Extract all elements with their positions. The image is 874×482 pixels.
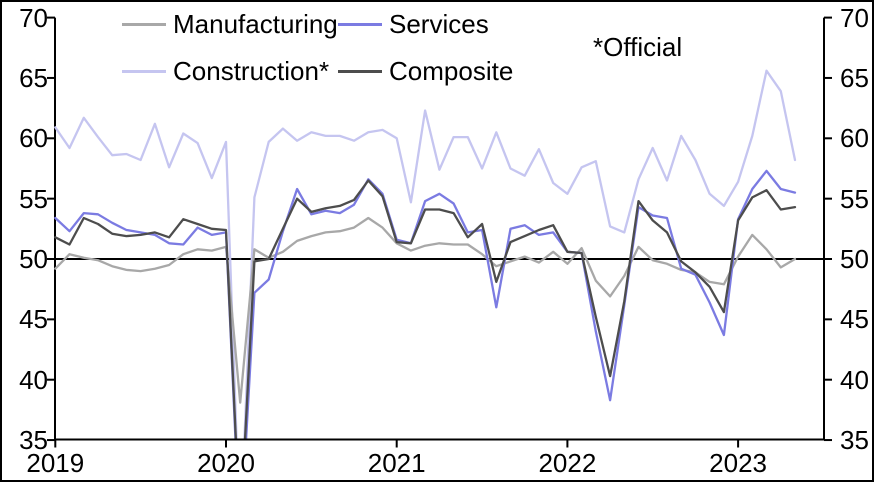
x-axis-tick-label: 2020 [197, 448, 255, 478]
y-axis-tick-label-left: 65 [19, 62, 48, 93]
legend-label-manufacturing: Manufacturing [173, 8, 338, 39]
y-axis-tick-label-left: 35 [19, 425, 48, 456]
composite-line-swatch [338, 69, 382, 73]
y-axis-tick-label-left: 40 [19, 364, 48, 395]
y-axis-tick-label-right: 65 [840, 62, 869, 93]
construction-line-swatch [122, 69, 166, 73]
legend-item-construction: Construction* [122, 54, 329, 88]
x-axis-tick-label: 2023 [709, 448, 768, 478]
official-footnote: *Official [593, 32, 683, 62]
composite-line [54, 179, 797, 439]
y-axis-tick-label-left: 45 [19, 304, 48, 335]
manufacturing-line [54, 216, 797, 404]
y-axis-tick-label-right: 55 [840, 183, 869, 214]
legend-item-manufacturing: Manufacturing [122, 7, 338, 41]
y-axis-tick-label-right: 60 [840, 123, 869, 154]
x-axis-tick-label: 2022 [538, 448, 597, 478]
y-axis-tick-label-right: 45 [840, 304, 869, 335]
legend-label-construction: Construction* [173, 55, 330, 86]
y-axis-tick-label-left: 60 [19, 123, 48, 154]
y-axis-tick-label-left: 50 [19, 244, 48, 274]
legend-item-composite: Composite [338, 54, 513, 88]
legend-item-services: Services [338, 7, 489, 41]
services-line-swatch [338, 22, 382, 26]
y-axis-tick-label-right: 70 [840, 2, 869, 33]
y-axis-tick-label-left: 70 [19, 2, 48, 33]
legend-label-composite: Composite [389, 55, 514, 86]
legend-label-services: Services [389, 8, 489, 39]
y-axis-tick-label-left: 55 [19, 183, 48, 214]
manufacturing-line-swatch [122, 22, 166, 26]
services-line [54, 169, 797, 439]
y-axis-tick-label-right: 40 [840, 364, 869, 395]
construction-line [54, 69, 797, 439]
y-axis-tick-label-right: 35 [840, 425, 869, 456]
y-axis-tick-label-right: 50 [840, 244, 869, 274]
x-axis-tick-label: 2021 [367, 448, 426, 478]
x-axis-tick-label: 2019 [26, 448, 85, 478]
